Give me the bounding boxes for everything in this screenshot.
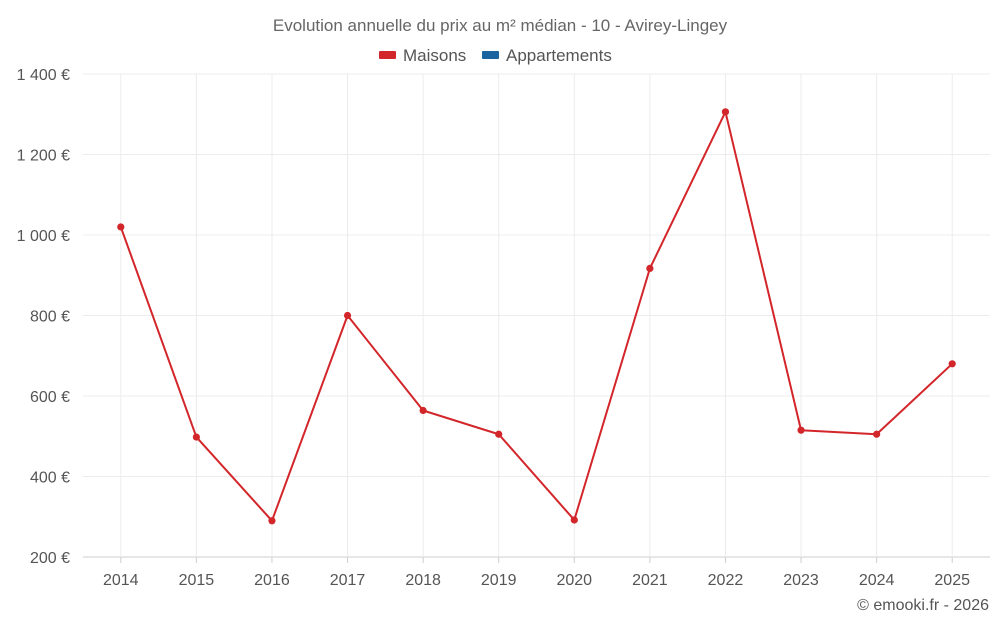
- legend-swatch-maisons: [379, 51, 396, 59]
- legend-label-maisons: Maisons: [403, 46, 466, 65]
- y-tick-label: 1 000 €: [17, 228, 70, 245]
- y-tick-label: 400 €: [30, 470, 70, 487]
- x-tick-label: 2024: [859, 572, 895, 589]
- x-tick-label: 2018: [405, 572, 441, 589]
- data-point[interactable]: [948, 360, 956, 368]
- legend-item-appartements[interactable]: Appartements: [482, 46, 612, 65]
- y-tick-label: 600 €: [30, 389, 70, 406]
- y-gridlines: [83, 73, 990, 558]
- data-point[interactable]: [646, 264, 654, 273]
- data-point[interactable]: [721, 108, 730, 116]
- x-tick-label: 2022: [708, 572, 744, 589]
- x-tick-label: 2015: [179, 572, 215, 589]
- data-point[interactable]: [419, 406, 427, 415]
- x-tick-label: 2025: [934, 572, 970, 589]
- data-point[interactable]: [343, 311, 352, 320]
- credit-text: © emooki.fr - 2026: [857, 597, 989, 614]
- x-tick-label: 2021: [632, 572, 668, 589]
- legend-item-maisons[interactable]: Maisons: [379, 46, 466, 65]
- y-axis-ticks: 200 € 400 € 600 € 800 € 1 000 € 1 200 € 1 400 …: [17, 67, 70, 567]
- data-point[interactable]: [495, 430, 503, 438]
- x-tick-label: 2019: [481, 572, 517, 589]
- x-axis-ticks: 2014 2015 2016 2017 2018 2019 2020 2021 2022 2023…: [103, 572, 970, 589]
- chart-title: Evolution annuelle du prix au m² médian …: [273, 16, 728, 35]
- data-point[interactable]: [873, 430, 881, 438]
- data-point[interactable]: [268, 517, 276, 525]
- series-line-maisons: [119, 110, 953, 522]
- x-tick-label: 2016: [254, 572, 290, 589]
- x-gridlines: [120, 74, 953, 563]
- y-tick-label: 200 €: [30, 550, 70, 567]
- data-point[interactable]: [797, 426, 805, 434]
- x-tick-label: 2023: [783, 572, 819, 589]
- x-tick-label: 2017: [330, 572, 366, 589]
- y-tick-label: 1 200 €: [17, 148, 70, 165]
- legend-label-appartements: Appartements: [506, 46, 612, 65]
- x-tick-label: 2020: [556, 572, 592, 589]
- data-point[interactable]: [117, 223, 125, 231]
- legend: Maisons Appartements: [379, 46, 612, 65]
- y-tick-label: 1 400 €: [17, 67, 70, 84]
- data-point[interactable]: [570, 516, 578, 524]
- y-tick-label: 800 €: [30, 309, 70, 326]
- data-point[interactable]: [192, 433, 200, 441]
- legend-swatch-appartements: [482, 51, 499, 59]
- x-tick-label: 2014: [103, 572, 139, 589]
- series-layer: [117, 108, 956, 525]
